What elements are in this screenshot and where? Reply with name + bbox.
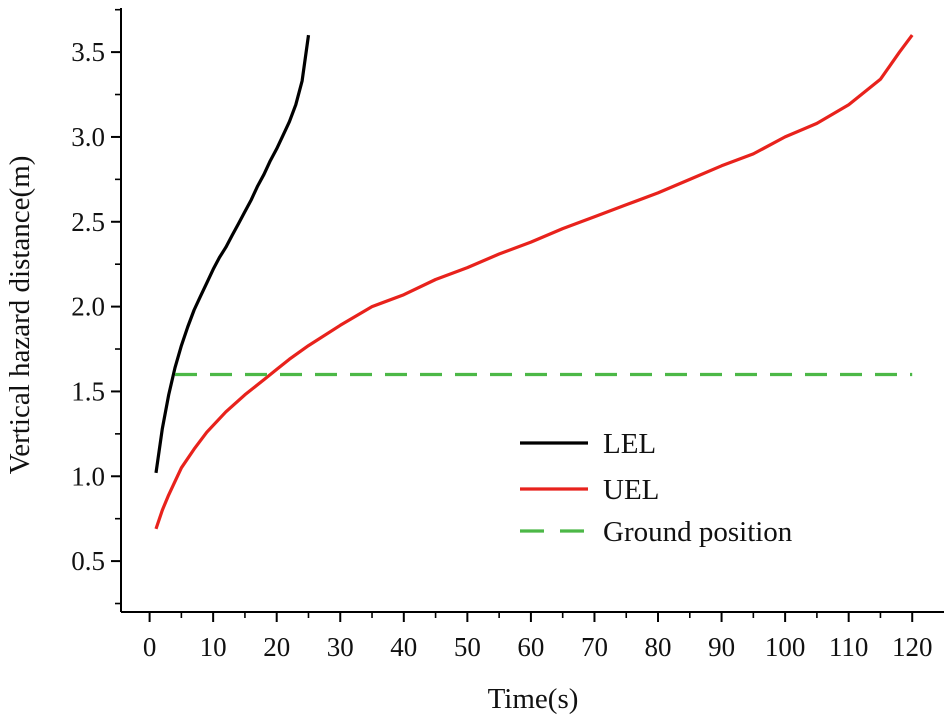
- y-tick-label: 2.5: [71, 207, 105, 237]
- x-tick-label: 120: [892, 632, 933, 662]
- x-tick-label: 30: [327, 632, 354, 662]
- uel-series-line: [154, 34, 914, 530]
- y-tick-label: 1.5: [71, 376, 105, 406]
- legend-label-uel: UEL: [603, 474, 659, 506]
- x-tick-label: 60: [517, 632, 544, 662]
- x-tick-label: 80: [645, 632, 672, 662]
- y-axis-title: Vertical hazard distance(m): [4, 156, 36, 475]
- y-tick-label: 0.5: [71, 546, 105, 576]
- x-tick-label: 50: [454, 632, 481, 662]
- x-tick-label: 20: [263, 632, 290, 662]
- x-tick-label: 0: [143, 632, 157, 662]
- legend-label-lel: LEL: [603, 428, 656, 460]
- lel-series-line: [154, 34, 311, 474]
- legend-label-ground-position: Ground position: [603, 516, 793, 548]
- y-tick-label: 1.0: [71, 461, 105, 491]
- y-tick-label: 2.0: [71, 292, 105, 322]
- x-axis-title: Time(s): [488, 683, 579, 715]
- y-tick-label: 3.0: [71, 122, 105, 152]
- x-tick-label: 40: [390, 632, 417, 662]
- x-tick-label: 110: [829, 632, 869, 662]
- x-tick-label: 90: [708, 632, 735, 662]
- y-tick-label: 3.5: [71, 37, 105, 67]
- x-tick-label: 70: [581, 632, 608, 662]
- x-tick-label: 10: [200, 632, 227, 662]
- x-tick-label: 100: [765, 632, 806, 662]
